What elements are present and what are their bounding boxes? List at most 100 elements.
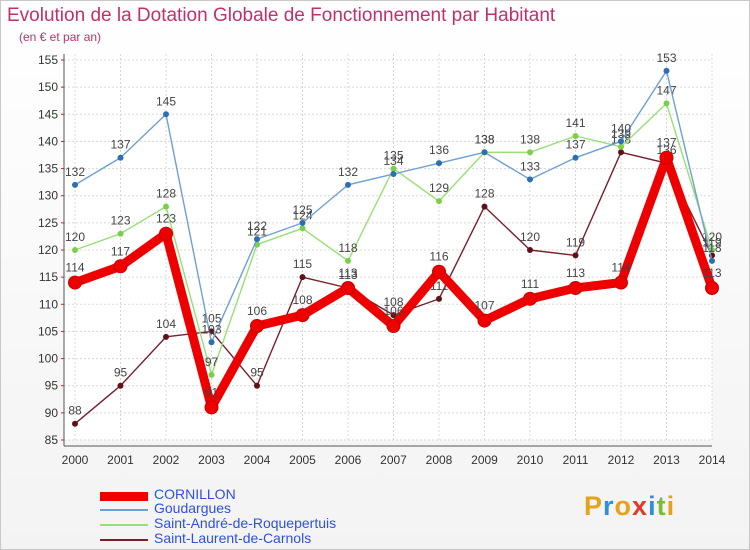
data-label: 95 xyxy=(250,366,264,380)
data-point xyxy=(436,295,442,302)
data-label: 114 xyxy=(611,261,630,275)
data-label: 132 xyxy=(65,165,85,179)
legend-label-cornillon: CORNILLON xyxy=(154,486,236,502)
data-label: 129 xyxy=(429,181,449,195)
data-point xyxy=(618,149,624,156)
data-point xyxy=(481,149,488,156)
data-point xyxy=(113,259,128,274)
data-label: 119 xyxy=(566,235,585,249)
data-point xyxy=(705,281,719,295)
y-tick-label: 90 xyxy=(45,406,59,420)
data-point xyxy=(614,275,628,290)
data-label: 88 xyxy=(68,404,82,418)
data-point xyxy=(254,382,260,389)
data-label: 120 xyxy=(65,230,85,244)
x-tick-label: 2000 xyxy=(62,453,89,467)
data-label: 117 xyxy=(111,244,130,258)
data-point xyxy=(432,264,446,279)
data-point xyxy=(250,319,264,333)
data-label: 128 xyxy=(474,187,494,201)
y-tick-label: 155 xyxy=(38,53,58,67)
data-label: 136 xyxy=(429,143,449,157)
data-label: 138 xyxy=(520,132,540,146)
data-point xyxy=(663,67,670,74)
x-tick-label: 2002 xyxy=(153,453,180,467)
data-point xyxy=(345,257,351,264)
data-point xyxy=(477,313,492,328)
data-label: 122 xyxy=(247,219,267,233)
data-label: 137 xyxy=(110,138,130,152)
data-label: 95 xyxy=(114,366,128,380)
data-label: 113 xyxy=(566,266,585,280)
data-label: 113 xyxy=(338,266,357,280)
data-label: 123 xyxy=(156,212,176,226)
legend-label-goudargues: Goudargues xyxy=(154,500,232,516)
brand-letter: o xyxy=(614,491,633,521)
data-point xyxy=(208,339,215,346)
legend-swatch-cornillon xyxy=(100,492,148,501)
data-label: 113 xyxy=(702,266,721,280)
y-tick-label: 120 xyxy=(38,243,58,257)
data-point xyxy=(72,181,78,188)
y-tick-label: 140 xyxy=(38,134,58,148)
data-point xyxy=(663,100,670,107)
data-point xyxy=(68,275,82,290)
proxiti-logo: Proxiti xyxy=(584,491,675,522)
data-point xyxy=(341,281,355,295)
data-label: 125 xyxy=(292,203,312,217)
x-tick-label: 2006 xyxy=(335,453,362,467)
data-point xyxy=(572,133,579,139)
data-label: 91 xyxy=(205,385,219,399)
data-label: 118 xyxy=(338,241,357,255)
data-label: 135 xyxy=(383,149,403,163)
data-point xyxy=(568,281,583,295)
data-label: 134 xyxy=(383,154,403,168)
data-point xyxy=(618,143,624,150)
data-point xyxy=(390,165,397,172)
data-label: 153 xyxy=(656,51,676,65)
data-label: 108 xyxy=(292,293,312,307)
x-tick-label: 2007 xyxy=(380,453,407,467)
y-tick-label: 95 xyxy=(45,379,59,393)
y-tick-label: 110 xyxy=(39,297,58,311)
data-label: 116 xyxy=(429,250,448,264)
x-tick-label: 2001 xyxy=(107,453,134,467)
y-tick-label: 125 xyxy=(38,216,58,230)
data-point xyxy=(159,226,173,241)
data-label: 128 xyxy=(156,187,176,201)
data-label: 115 xyxy=(293,257,312,271)
x-tick-label: 2004 xyxy=(244,453,271,467)
brand-letter: x xyxy=(632,491,649,521)
brand-letter: r xyxy=(603,491,615,521)
data-point xyxy=(481,203,488,210)
data-label: 137 xyxy=(565,138,585,152)
x-tick-label: 2012 xyxy=(608,453,635,467)
x-tick-label: 2005 xyxy=(289,453,316,467)
data-label: 138 xyxy=(474,132,494,146)
x-tick-label: 2014 xyxy=(699,453,726,467)
y-tick-label: 145 xyxy=(38,107,58,121)
data-label: 97 xyxy=(205,355,219,369)
data-label: 106 xyxy=(383,304,403,318)
data-label: 113 xyxy=(338,268,357,282)
x-tick-label: 2008 xyxy=(426,453,453,467)
data-point xyxy=(117,230,124,237)
data-point xyxy=(208,371,215,378)
data-point xyxy=(163,333,169,340)
data-point xyxy=(72,247,78,253)
y-tick-label: 105 xyxy=(38,324,58,338)
data-point xyxy=(436,160,442,167)
x-tick-label: 2003 xyxy=(198,453,225,467)
data-label: 145 xyxy=(156,94,176,108)
brand-letter: P xyxy=(584,491,604,521)
data-label: 140 xyxy=(611,121,631,135)
data-label: 114 xyxy=(65,261,84,275)
data-point xyxy=(204,400,219,415)
data-point xyxy=(390,171,397,177)
data-point xyxy=(436,198,442,205)
data-point xyxy=(299,225,306,232)
y-tick-label: 150 xyxy=(38,80,58,94)
data-point xyxy=(386,319,401,333)
x-tick-label: 2010 xyxy=(517,453,544,467)
